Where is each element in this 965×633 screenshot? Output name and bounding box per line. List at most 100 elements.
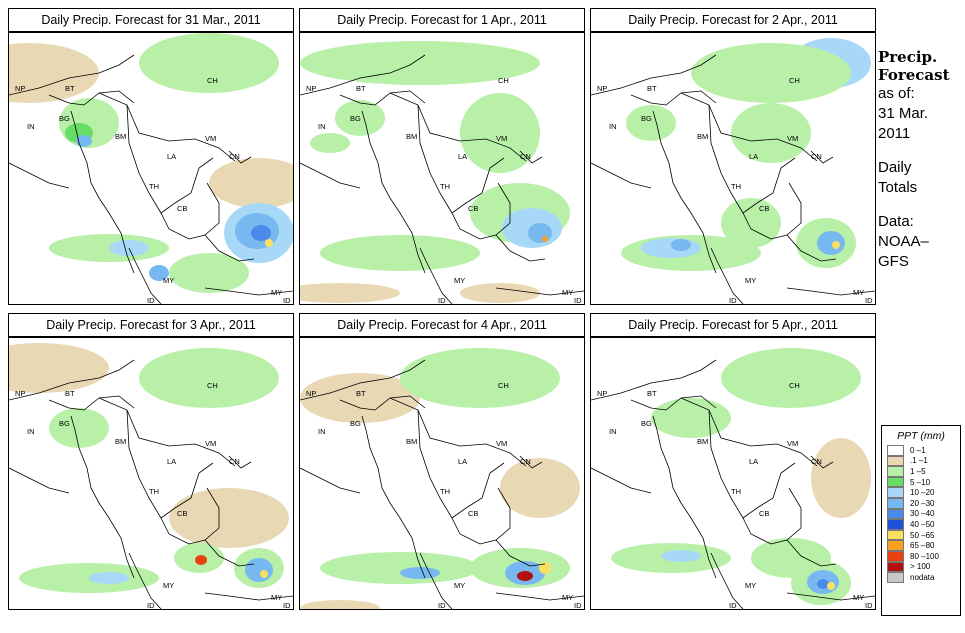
country-label: VM [787, 134, 798, 143]
legend-label: 80 –100 [910, 551, 939, 561]
country-label: BT [65, 84, 75, 93]
border-line [495, 539, 546, 567]
border-line [9, 162, 70, 189]
country-label: NP [597, 84, 607, 93]
border-line [419, 247, 453, 304]
country-label: CB [177, 204, 187, 213]
country-label: BG [59, 419, 70, 428]
border-line [204, 539, 255, 567]
country-label: ID [865, 601, 873, 609]
country-label: MY [454, 276, 465, 285]
country-label: BG [59, 114, 70, 123]
precip-map: NP BT IN BG BM CH VM LA TH CB CN MY ID MY ID [299, 32, 585, 305]
country-label: CN [229, 152, 240, 161]
border-line [810, 150, 834, 164]
country-label: MY [745, 276, 756, 285]
border-line [228, 455, 252, 469]
border-line [810, 455, 834, 469]
legend-item: 40 –50 [882, 519, 960, 530]
border-line [160, 182, 220, 240]
precip-area [731, 103, 811, 163]
border-line [98, 92, 236, 162]
precip-area [320, 235, 480, 271]
precip-map: NP BT IN BG BM CH VM LA TH CB CN MY ID MY ID [299, 337, 585, 610]
country-label: ID [147, 601, 155, 609]
country-label: CN [520, 457, 531, 466]
precip-map: NP BT IN BG BM CH VM LA TH CB CN MY ID MY ID [8, 32, 294, 305]
country-label: NP [15, 389, 25, 398]
legend-label: .1 –1 [910, 456, 928, 466]
country-label: ID [574, 601, 582, 609]
border-line [652, 415, 717, 579]
precip-area [460, 283, 540, 303]
panel-title: Daily Precip. Forecast for 2 Apr., 2011 [590, 8, 876, 32]
country-label: ID [438, 296, 446, 304]
country-label: BG [350, 419, 361, 428]
country-label: MY [271, 593, 282, 602]
forecast-panel-4: Daily Precip. Forecast for 3 Apr., 2011 … [8, 313, 294, 610]
info-source-1: NOAA– [878, 233, 929, 250]
border-line [591, 467, 652, 494]
border-line [591, 162, 652, 189]
precip-area [76, 135, 92, 147]
border-line [361, 110, 426, 274]
precip-area [817, 579, 829, 589]
country-label: LA [167, 152, 176, 161]
border-line [300, 162, 361, 189]
legend-title: PPT (mm) [897, 430, 945, 442]
country-label: CN [229, 457, 240, 466]
country-label: IN [318, 427, 326, 436]
border-line [710, 247, 744, 304]
precip-area [517, 571, 533, 581]
precip-area [300, 283, 400, 303]
legend-item: 20 –30 [882, 497, 960, 509]
country-label: MY [853, 288, 864, 297]
info-totals: Totals [878, 179, 918, 196]
border-line [652, 110, 717, 274]
border-line [630, 395, 717, 411]
legend-label: 65 –80 [910, 541, 935, 551]
precip-area [400, 348, 560, 408]
country-label: BG [641, 419, 652, 428]
country-label: TH [440, 182, 450, 191]
legend-item: 50 –65 [882, 529, 960, 541]
border-line [339, 395, 426, 411]
info-title-line-1: Precip. [878, 48, 938, 66]
country-label: MY [562, 288, 573, 297]
border-line [495, 287, 584, 296]
country-label: CH [789, 76, 800, 85]
border-line [228, 150, 252, 164]
legend-swatch [887, 476, 904, 488]
border-line [9, 467, 70, 494]
country-label: VM [787, 439, 798, 448]
precip-area [265, 239, 273, 247]
precip-legend: PPT (mm) 0 –1.1 –1 1 –5 5 –10 10 –20 20 –30 3… [881, 425, 961, 616]
country-label: LA [749, 457, 758, 466]
legend-label: nodata [910, 572, 935, 582]
border-line [419, 552, 453, 609]
country-label: BM [697, 437, 708, 446]
info-source-2: GFS [878, 253, 909, 270]
legend-item: nodata [882, 572, 960, 583]
precip-area [661, 550, 701, 562]
precip-area [251, 225, 271, 241]
precip-area [9, 343, 109, 393]
border-line [451, 487, 511, 545]
country-label: ID [147, 296, 155, 304]
border-line [519, 150, 543, 164]
country-label: CN [520, 152, 531, 161]
legend-item: 80 –100 [882, 550, 960, 562]
forecast-panel-3: Daily Precip. Forecast for 2 Apr., 2011 … [590, 8, 876, 305]
country-label: MY [853, 593, 864, 602]
country-label: BM [115, 437, 126, 446]
country-label: NP [597, 389, 607, 398]
precip-area [671, 239, 691, 251]
precip-area [542, 236, 548, 242]
info-date: 31 Mar. [878, 105, 929, 122]
precip-area [460, 93, 540, 173]
country-label: VM [496, 134, 507, 143]
country-label: MY [163, 276, 174, 285]
